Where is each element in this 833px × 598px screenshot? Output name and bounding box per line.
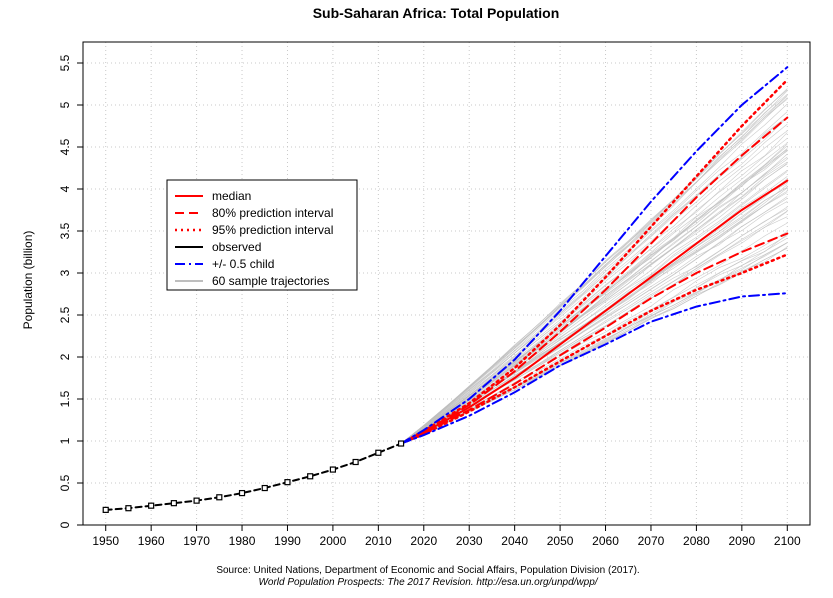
y-tick-label: 0 [58, 521, 72, 528]
legend-label: +/- 0.5 child [212, 257, 274, 271]
x-tick-label: 2090 [728, 534, 755, 548]
y-tick-label: 4.5 [58, 138, 72, 155]
series-line--0-5-child [400, 66, 789, 445]
observed-point [238, 489, 246, 497]
y-tick-label: 3 [58, 269, 72, 276]
legend-label: 95% prediction interval [212, 223, 333, 237]
series-line-median [400, 179, 789, 445]
observed-point [261, 484, 268, 492]
observed-point [329, 466, 337, 473]
sample-trajectory [400, 95, 788, 444]
source-line-2: World Population Prospects: The 2017 Rev… [258, 577, 598, 588]
observed-point [284, 479, 291, 486]
y-tick-label: 5.5 [58, 54, 72, 71]
y-axis: 0 0.5 1 1.5 2 2.5 3 3.5 4 4.5 5 5.5 [58, 54, 83, 528]
legend-label: median [212, 189, 251, 203]
legend-label: 80% prediction interval [212, 206, 333, 220]
observed-point [125, 505, 132, 512]
sample-trajectory [400, 117, 788, 444]
observed-point [397, 440, 405, 447]
observed-points [102, 440, 405, 513]
sample-trajectory [400, 142, 788, 444]
x-tick-label: 2080 [683, 534, 710, 548]
legend-box [166, 179, 358, 291]
grid [83, 42, 810, 526]
x-tick-label: 1950 [92, 534, 119, 548]
x-tick-label: 1970 [183, 534, 210, 548]
x-tick-label: 2030 [456, 534, 483, 548]
sample-trajectory [400, 103, 788, 444]
observed-point [375, 449, 382, 456]
x-tick-label: 2070 [638, 534, 665, 548]
series-line-80-upper [400, 116, 789, 445]
sample-trajectory [400, 158, 788, 444]
legend-label: 60 sample trajectories [212, 274, 329, 288]
x-tick-label: 2100 [774, 534, 801, 548]
series-line-observed [104, 442, 403, 511]
sample-trajectory [400, 130, 788, 444]
x-tick-label: 2060 [592, 534, 619, 548]
observed-point [170, 500, 177, 507]
x-tick-label: 1980 [229, 534, 256, 548]
observed-point [148, 502, 155, 509]
x-tick-label: 2000 [320, 534, 347, 548]
sample-trajectory [400, 89, 788, 444]
y-tick-label: 3.5 [58, 222, 72, 239]
observed-point [193, 497, 200, 504]
chart-title: Sub-Saharan Africa: Total Population [313, 5, 560, 21]
x-tick-label: 2020 [410, 534, 437, 548]
legend: median 80% prediction interval 95% predict… [166, 179, 358, 291]
observed-point [102, 506, 109, 513]
x-axis: 1950 1960 1970 1980 1990 2000 2010 2020 2030 2040… [92, 525, 801, 548]
y-tick-label: 2.5 [58, 306, 72, 323]
sample-trajectory [400, 138, 788, 444]
sample-trajectory [400, 111, 788, 444]
series-line-95-upper [399, 78, 789, 445]
series-line--0-5-child [400, 292, 789, 445]
legend-label: observed [212, 240, 261, 254]
observed-point [216, 494, 223, 501]
x-tick-label: 2010 [365, 534, 392, 548]
source-line-1: Source: United Nations, Department of Ec… [216, 565, 639, 576]
y-tick-label: 2 [58, 353, 72, 360]
x-tick-label: 2040 [501, 534, 528, 548]
sample-trajectory [400, 182, 788, 444]
x-tick-label: 1960 [138, 534, 165, 548]
y-tick-label: 0.5 [58, 474, 72, 491]
series-line-95-lower [399, 253, 789, 445]
y-axis-title: Population (billion) [21, 231, 35, 330]
y-tick-label: 4 [58, 185, 72, 192]
y-tick-label: 1 [58, 437, 72, 444]
series-lines [104, 66, 789, 511]
y-tick-label: 5 [58, 101, 72, 108]
plot-frame [82, 41, 811, 526]
sample-trajectory [400, 153, 788, 444]
y-tick-label: 1.5 [58, 390, 72, 407]
x-tick-label: 2050 [547, 534, 574, 548]
observed-point [352, 458, 359, 466]
observed-point [307, 473, 314, 480]
x-tick-label: 1990 [274, 534, 301, 548]
